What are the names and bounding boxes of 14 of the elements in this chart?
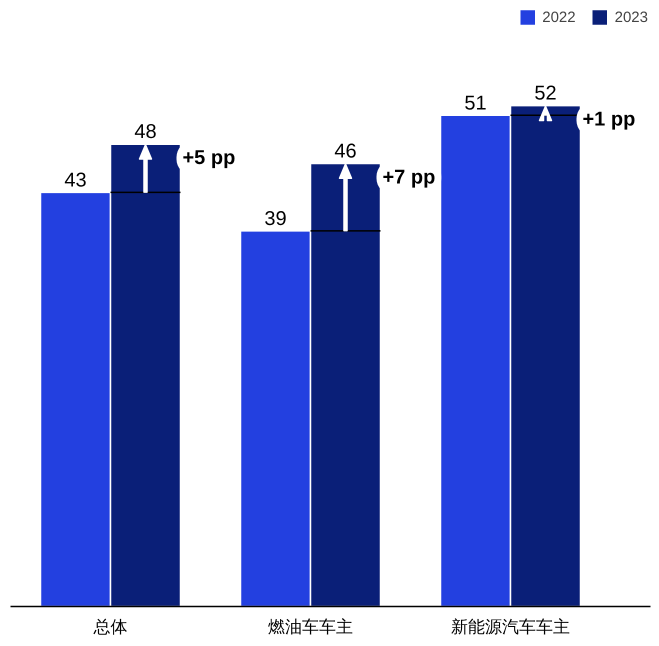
data-label: 48: [134, 121, 157, 144]
data-label: 52: [534, 82, 557, 105]
annotation: +7 pp: [382, 166, 436, 188]
legend-label: 2023: [614, 8, 648, 26]
data-label: 51: [464, 92, 487, 114]
data-label: 46: [334, 140, 357, 162]
x-tick-label: 总体: [92, 618, 128, 638]
legend-label: 2022: [542, 8, 576, 26]
x-tick-label: 新能源汽车车主: [451, 618, 570, 638]
annotation: +1 pp: [582, 108, 636, 131]
data-label: 43: [64, 169, 87, 192]
x-tick-label: 燃油车车主: [268, 618, 353, 638]
annotation: +5 pp: [182, 147, 236, 170]
data-label: 39: [264, 208, 287, 230]
